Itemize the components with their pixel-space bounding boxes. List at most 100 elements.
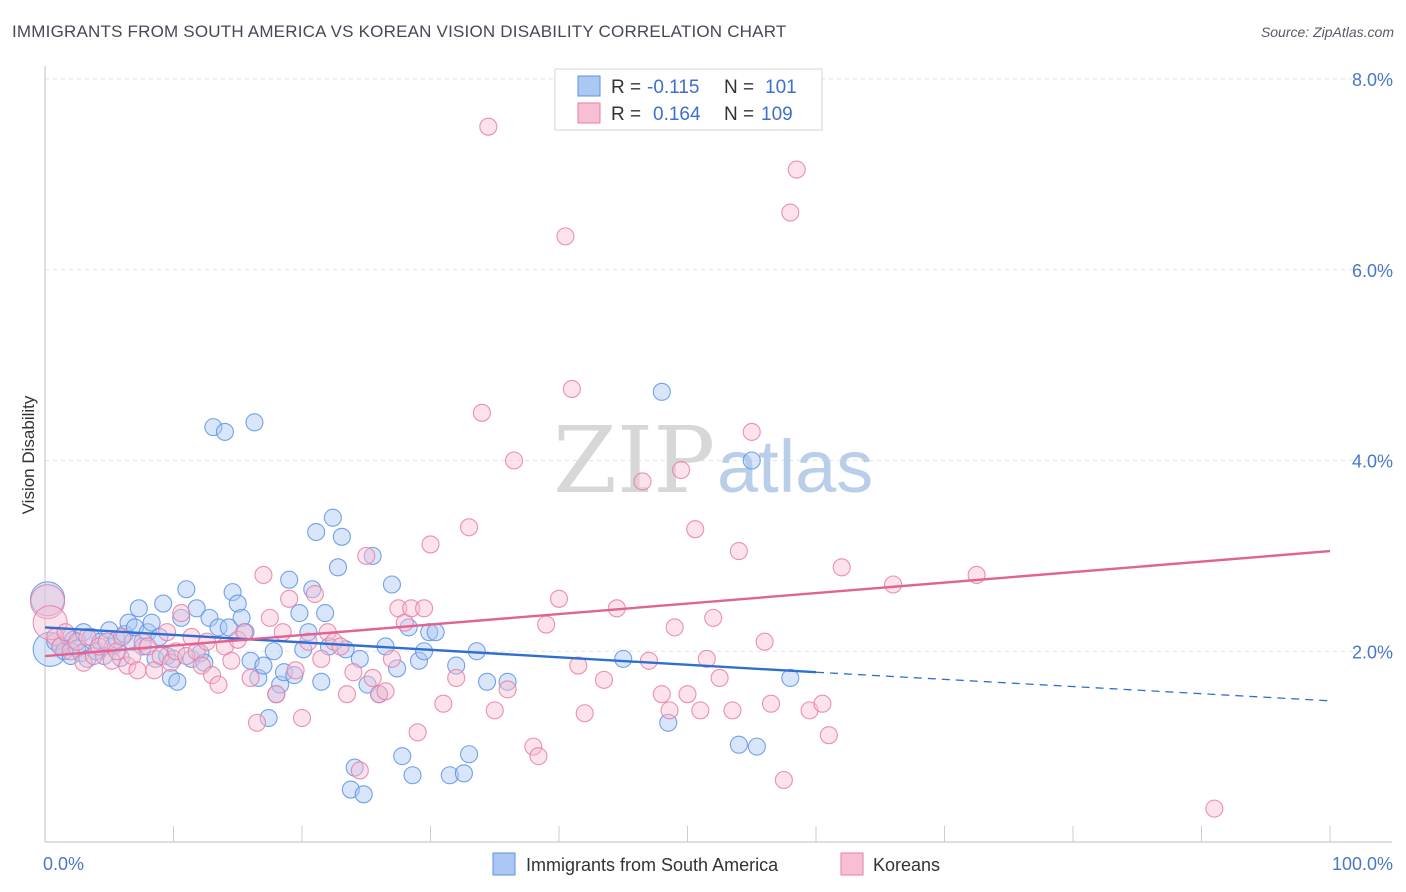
watermark: ZIP atlas [553,407,873,514]
legend-n-label-1: N = [724,77,754,98]
koreans-point-16 [123,646,142,666]
immigrants-point-91 [447,656,466,675]
koreans-point-88 [665,618,684,637]
immigrants-point-96 [498,672,517,691]
koreans-point-91 [686,520,705,539]
koreans-point-89 [672,460,691,480]
koreans-point-17 [128,661,147,680]
koreans-trend-line [44,549,1331,658]
watermark-atlas: atlas [717,425,873,508]
axes [44,66,1392,843]
koreans-point-100 [761,694,781,713]
koreans-point-59 [382,649,402,668]
immigrants-point-71 [332,527,351,546]
immigrants-point-46 [223,583,242,602]
chart-title: IMMIGRANTS FROM SOUTH AMERICA VS KOREAN … [12,22,787,41]
koreans-point-43 [280,589,299,608]
immigrants-point-85 [403,766,422,785]
immigrants-point-58 [274,663,294,682]
koreans-point-84 [633,472,652,491]
immigrants-point-103 [781,668,800,688]
legend-swatch-blue [577,75,601,97]
immigrants-point-43 [209,618,228,637]
koreans-point-102 [781,203,800,222]
koreans-point-15 [118,656,137,675]
koreans-point-32 [209,675,228,694]
koreans-point-97 [729,542,748,561]
immigrants-point-61 [290,604,309,623]
koreans-point-78 [556,227,575,246]
koreans-point-31 [203,666,222,685]
legend-r-value-1: -0.115 [647,77,699,98]
y-axis-title: Vision Disability [19,395,38,514]
koreans-point-96 [723,701,742,720]
x-tick-label-0: 0.0% [43,854,84,874]
koreans-point-68 [459,518,479,537]
immigrants-point-27 [142,613,161,632]
koreans-point-79 [562,379,581,399]
y-tick-label-3: 8.0% [1352,70,1393,90]
koreans-point-23 [161,653,180,672]
immigrants-point-63 [299,623,318,642]
koreans-point-98 [742,422,761,441]
koreans-point-87 [660,701,679,720]
immigrants-point-24 [129,599,148,618]
koreans-point-44 [286,661,305,680]
koreans-point-69 [472,403,491,422]
koreans-point-1 [32,605,68,641]
immigrants-point-74 [345,758,364,777]
koreans-point-106 [819,726,838,745]
immigrants-point-86 [409,651,428,670]
immigrants-point-90 [440,766,459,785]
legend-n-label-2: N = [724,104,754,125]
immigrants-point-55 [264,642,283,661]
immigrants-point-36 [177,580,196,599]
immigrants-point-44 [215,422,234,441]
immigrants-point-35 [172,608,191,627]
koreans-point-99 [755,632,774,651]
koreans-point-71 [485,701,504,720]
x-tick-labels: 0.0% 100.0% [43,854,1393,874]
immigrants-point-51 [245,413,264,432]
koreans-point-90 [678,685,697,704]
immigrants-point-100 [742,451,761,470]
legend-r-label-1: R = [611,77,641,98]
koreans-point-24 [167,642,186,661]
y-tick-label-0: 2.0% [1352,642,1393,662]
top-legend: R = -0.115 N = 101 R = 0.164 N = 109 [554,68,823,131]
immigrants-point-78 [363,546,382,565]
immigrants-point-92 [454,764,473,783]
watermark-zip: ZIP [553,407,715,514]
bottom-legend-swatch-pink [840,852,864,876]
immigrants-point-76 [354,785,373,804]
koreans-point-62 [402,599,421,618]
immigrants-point-89 [426,623,445,642]
immigrants-point-101 [729,735,748,754]
immigrants-point-81 [382,575,402,594]
immigrants-point-59 [280,570,299,589]
immigrants-point-98 [652,382,671,401]
immigrants-point-87 [415,642,434,661]
koreans-point-56 [363,668,382,688]
koreans-point-45 [292,708,312,728]
koreans-point-103 [787,160,806,179]
immigrants-point-64 [303,580,322,599]
immigrants-point-102 [747,737,766,756]
koreans-point-101 [774,770,793,790]
koreans-point-51 [331,637,350,656]
immigrants-point-69 [323,508,342,527]
immigrants-point-42 [204,418,223,437]
legend-n-value-1: 101 [765,77,797,98]
koreans-point-34 [222,651,241,670]
immigrants-point-48 [232,608,251,627]
koreans-point-63 [408,723,427,742]
immigrants-trend-dashed [815,671,1331,702]
koreans-point-105 [813,694,832,713]
koreans-point-55 [357,546,376,565]
bottom-legend: Immigrants from South America Koreans [492,852,940,876]
koreans-point-107 [832,558,851,577]
koreans-point-86 [652,685,671,704]
immigrants-point-70 [328,558,348,577]
immigrants-point-66 [312,672,331,691]
